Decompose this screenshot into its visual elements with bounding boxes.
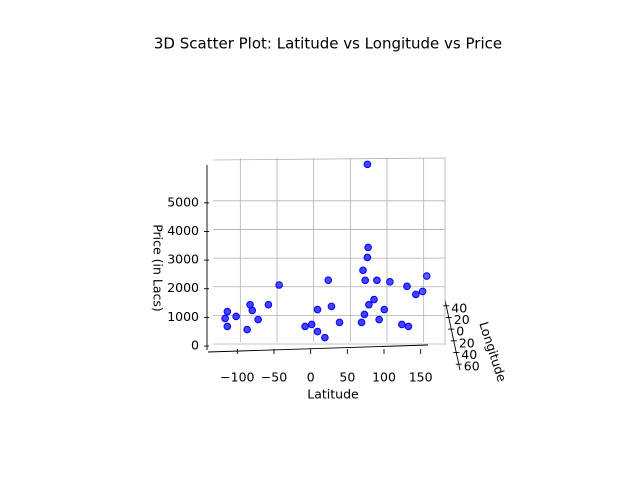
point [370,295,378,304]
back-pane [212,157,446,345]
x-tick-label: 100 [372,370,396,385]
point [324,276,333,284]
x-tick-label: 0 [307,370,315,385]
point [380,305,389,314]
y-tick-label: 20 [454,312,470,327]
point [254,315,262,324]
point [307,320,316,329]
point [275,281,283,289]
point [363,253,372,262]
point [418,287,427,296]
point [373,276,381,285]
x-tick-label: −100 [220,370,254,385]
point [398,320,406,329]
point [363,160,372,169]
y-tick-label: 0 [456,324,464,339]
point [412,290,420,299]
point [313,327,322,336]
point [375,315,383,324]
point [248,306,257,315]
point [243,325,251,334]
point [360,310,369,319]
point [264,300,273,309]
point [404,322,413,331]
point [361,276,370,285]
z-tick-label: 3000 [167,252,199,267]
z-tick-label: 5000 [167,194,199,209]
point [386,278,394,286]
z-axis-label: Price (in Lacs) [151,224,166,312]
y-tick-label: 40 [461,347,477,362]
chart-title: 3D Scatter Plot: Latitude vs Longitude v… [154,35,502,53]
point [321,333,329,342]
x-tick-label: 150 [409,370,433,385]
point [301,322,309,331]
x-tick-label: 50 [339,370,355,385]
point [359,266,367,275]
point [327,302,336,311]
z-tick-label: 1000 [167,309,199,324]
point [313,305,322,314]
point [223,307,232,316]
point [221,314,229,323]
point [223,322,232,331]
y-tick-label: 40 [451,300,467,315]
y-tick-label: 20 [459,335,475,350]
point [422,272,431,280]
x-axis-line [207,344,429,353]
z-tick-label: 0 [191,338,199,353]
point [357,318,366,327]
x-tick-label: −50 [261,370,287,385]
point [403,282,411,291]
point [365,300,373,309]
x-axis-label: Latitude [307,387,359,402]
z-tick-label: 4000 [167,223,199,238]
point [232,312,240,321]
y-axis-line [444,299,461,371]
point [335,318,344,327]
y-tick-label: 60 [464,359,480,374]
point [364,243,372,252]
z-tick-label: 2000 [167,280,199,295]
